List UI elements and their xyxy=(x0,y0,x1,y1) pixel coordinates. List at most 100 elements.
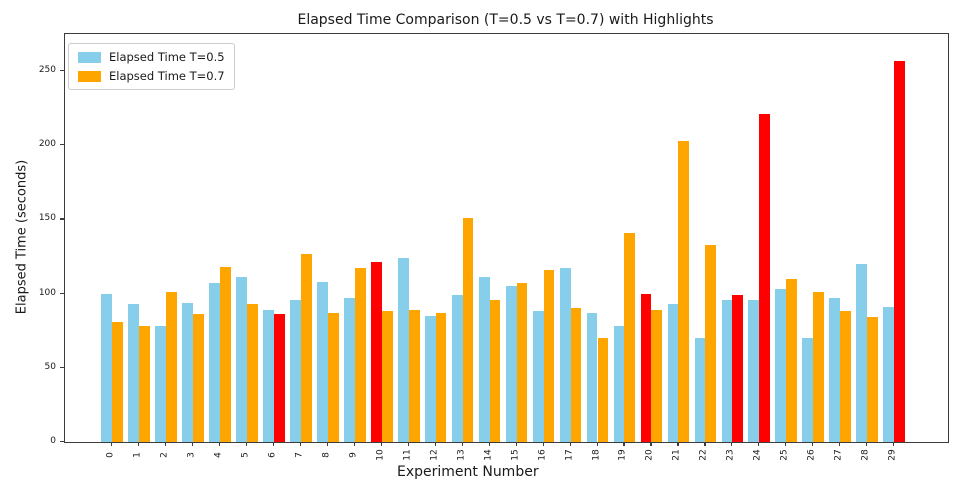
x-tick-label: 27 xyxy=(833,449,844,461)
bar-t05-exp-11 xyxy=(397,258,409,442)
x-tick-mark xyxy=(326,442,329,447)
x-tick-label: 5 xyxy=(240,452,251,458)
bar-t05-exp-24 xyxy=(748,299,760,442)
bar-t07-exp-2 xyxy=(166,292,177,442)
x-tick-mark xyxy=(219,442,221,447)
bar-t07-exp-24 xyxy=(759,114,771,442)
bar-t05-exp-23 xyxy=(721,299,733,442)
bar-t05-exp-7 xyxy=(290,299,301,442)
bar-t05-exp-4 xyxy=(209,283,221,442)
x-tick-mark xyxy=(272,442,275,447)
chart-title: Elapsed Time Comparison (T=0.5 vs T=0.7)… xyxy=(297,12,714,28)
bar-t07-exp-7 xyxy=(300,253,312,442)
y-tick-mark xyxy=(60,70,64,72)
bar-t05-exp-28 xyxy=(856,263,868,442)
x-tick-label: 0 xyxy=(105,452,116,458)
bar-t07-exp-23 xyxy=(732,295,744,442)
x-tick-label: 25 xyxy=(779,449,790,461)
x-tick-mark xyxy=(461,442,463,447)
bar-t05-exp-25 xyxy=(775,289,787,442)
y-tick-mark xyxy=(60,441,64,443)
bar-t07-exp-3 xyxy=(193,314,204,442)
x-tick-label: 12 xyxy=(429,449,440,461)
x-tick-mark xyxy=(111,442,113,447)
bar-t07-exp-0 xyxy=(112,321,123,442)
x-tick-label: 7 xyxy=(294,452,305,458)
bars-layer xyxy=(65,34,948,442)
bar-t07-exp-9 xyxy=(354,268,366,442)
x-tick-label: 11 xyxy=(402,449,413,461)
x-tick-label: 29 xyxy=(887,449,898,461)
x-tick-mark xyxy=(731,442,733,447)
x-tick-label: 2 xyxy=(159,452,170,458)
x-tick-mark xyxy=(785,442,787,447)
x-tick-mark xyxy=(380,442,382,447)
x-tick-mark xyxy=(138,442,140,447)
bar-t07-exp-17 xyxy=(570,308,582,442)
bar-t07-exp-8 xyxy=(327,312,339,442)
bar-t07-exp-1 xyxy=(139,326,150,442)
x-tick-mark xyxy=(677,442,679,447)
x-tick-label: 9 xyxy=(348,452,359,458)
bar-t07-exp-29 xyxy=(894,60,905,442)
bar-t05-exp-13 xyxy=(451,295,463,442)
bar-t05-exp-14 xyxy=(478,277,490,442)
x-tick-label: 21 xyxy=(671,449,682,461)
x-tick-label: 26 xyxy=(806,449,817,461)
bar-t07-exp-26 xyxy=(813,292,824,442)
y-tick-mark xyxy=(60,144,64,146)
bar-t05-exp-3 xyxy=(182,302,194,442)
plot-area: Elapsed Time T=0.5 Elapsed Time T=0.7 xyxy=(64,33,949,443)
x-tick-label: 6 xyxy=(267,452,278,458)
x-tick-mark xyxy=(704,442,706,447)
x-tick-label: 4 xyxy=(213,452,224,458)
x-tick-label: 10 xyxy=(375,449,386,461)
bar-t07-exp-13 xyxy=(462,217,474,442)
bar-t05-exp-15 xyxy=(505,286,517,442)
bar-t05-exp-26 xyxy=(802,338,814,442)
y-tick-mark xyxy=(60,292,64,294)
x-tick-mark xyxy=(192,442,194,447)
bar-t07-exp-4 xyxy=(220,266,231,442)
legend: Elapsed Time T=0.5 Elapsed Time T=0.7 xyxy=(68,43,235,90)
bar-t05-exp-17 xyxy=(559,268,571,442)
bar-t05-exp-20 xyxy=(640,293,652,442)
bar-t07-exp-15 xyxy=(516,283,528,442)
bar-t05-exp-18 xyxy=(586,312,598,442)
x-tick-label: 18 xyxy=(591,449,601,461)
y-tick-mark xyxy=(60,218,64,220)
bar-t07-exp-11 xyxy=(408,309,420,442)
bar-t05-exp-27 xyxy=(829,298,841,442)
x-tick-mark xyxy=(353,442,356,447)
x-tick-label: 23 xyxy=(725,449,736,461)
legend-label: Elapsed Time T=0.5 xyxy=(109,50,225,64)
x-tick-mark xyxy=(515,442,517,447)
x-tick-label: 22 xyxy=(698,449,709,461)
x-tick-label: 19 xyxy=(617,449,628,461)
bar-t07-exp-25 xyxy=(786,278,797,442)
bar-t07-exp-5 xyxy=(246,304,258,442)
y-tick-label: 250 xyxy=(38,65,56,76)
bar-t07-exp-28 xyxy=(867,317,878,442)
bar-t05-exp-9 xyxy=(344,298,355,442)
bar-t05-exp-8 xyxy=(317,281,328,442)
x-tick-label: 17 xyxy=(564,449,575,461)
bar-t05-exp-5 xyxy=(236,277,247,442)
bar-t05-exp-29 xyxy=(883,307,895,442)
bar-t05-exp-2 xyxy=(155,326,167,442)
x-tick-mark xyxy=(569,442,571,447)
legend-item-t07: Elapsed Time T=0.7 xyxy=(78,69,225,83)
bar-t07-exp-6 xyxy=(273,314,285,442)
bar-t07-exp-27 xyxy=(840,311,851,442)
x-tick-mark xyxy=(407,442,409,447)
x-tick-mark xyxy=(893,442,895,447)
x-tick-mark xyxy=(623,442,625,447)
bar-t07-exp-14 xyxy=(489,299,501,442)
legend-label: Elapsed Time T=0.7 xyxy=(109,69,225,83)
x-tick-mark xyxy=(866,442,868,447)
x-tick-label: 13 xyxy=(456,449,467,461)
x-tick-mark xyxy=(596,442,598,447)
x-tick-label: 14 xyxy=(483,449,494,461)
x-tick-label: 3 xyxy=(186,452,197,458)
